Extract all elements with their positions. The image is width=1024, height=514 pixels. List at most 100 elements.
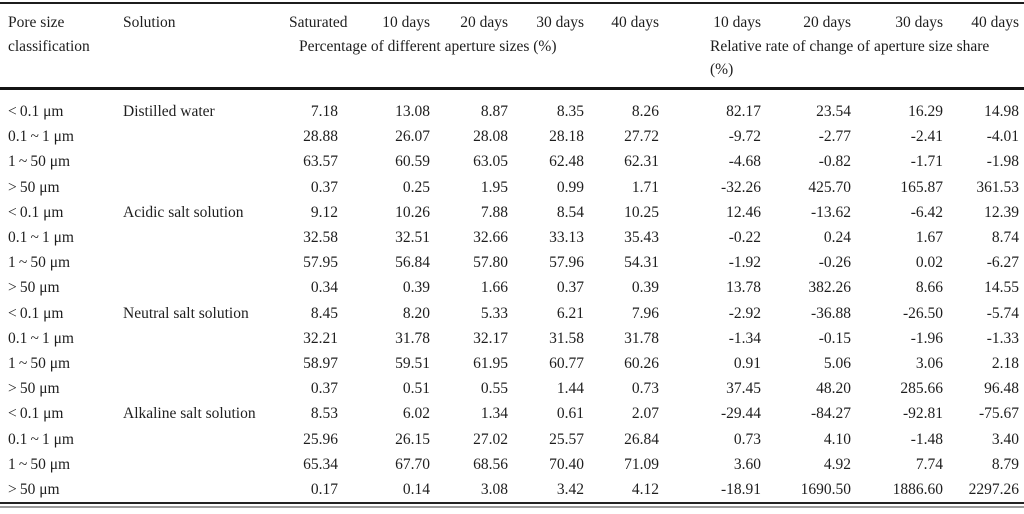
value-cell: 82.17 <box>726 103 761 120</box>
aperture-size-table: Pore size classification Solution Satura… <box>0 2 1024 504</box>
value-cell: 54.31 <box>624 254 659 272</box>
value-cell: 12.46 <box>726 203 761 221</box>
value-cell: 32.66 <box>473 229 508 247</box>
value-cell: 62.48 <box>549 153 584 171</box>
value-cell: 2297.26 <box>968 481 1019 499</box>
value-cell: 8.87 <box>480 103 508 120</box>
value-cell: 6.21 <box>556 304 584 322</box>
solution-cell <box>115 452 287 477</box>
value-cell: -1.92 <box>728 254 761 272</box>
header-pct-30-days: 30 days <box>536 14 584 31</box>
solution-cell <box>115 149 287 174</box>
value-cell: 4.10 <box>823 430 851 448</box>
pore-size-cell: < 0.1 μm <box>8 103 64 120</box>
value-cell: 70.40 <box>549 455 584 473</box>
value-cell: 32.17 <box>473 329 508 347</box>
value-cell: 61.95 <box>473 355 508 373</box>
value-cell: 3.06 <box>915 355 943 373</box>
value-cell: 8.20 <box>402 304 430 322</box>
value-cell: 27.72 <box>624 128 659 146</box>
table-header: Pore size classification Solution Satura… <box>0 3 1024 89</box>
value-cell: 57.95 <box>303 254 338 272</box>
value-cell: 0.37 <box>310 380 338 398</box>
value-cell: 12.39 <box>984 203 1019 221</box>
table-row: < 0.1 μm Acidic salt solution 9.12 10.26 7.8… <box>0 200 1024 225</box>
value-cell: 0.61 <box>556 405 584 423</box>
value-cell: 8.54 <box>556 203 584 221</box>
pore-size-cell: 0.1 ~ 1 μm <box>8 430 74 448</box>
solution-cell <box>115 275 287 300</box>
table-bottom-rule <box>0 506 1024 509</box>
table-row: 0.1 ~ 1 μm 28.88 26.07 28.08 28.18 27.72 -9.72… <box>0 124 1024 149</box>
value-cell: 59.51 <box>395 355 430 373</box>
value-cell: 8.45 <box>310 304 338 322</box>
pore-size-cell: < 0.1 μm <box>8 405 64 423</box>
value-cell: 4.92 <box>823 455 851 473</box>
value-cell: -2.77 <box>818 128 851 146</box>
value-cell: 23.54 <box>816 103 851 120</box>
value-cell: 7.96 <box>631 304 659 322</box>
header-saturated: Saturated <box>289 14 348 31</box>
value-cell: 65.34 <box>303 455 338 473</box>
value-cell: 31.58 <box>549 329 584 347</box>
value-cell: 3.40 <box>991 430 1019 448</box>
value-cell: 8.35 <box>556 103 584 120</box>
value-cell: 60.26 <box>624 355 659 373</box>
value-cell: -84.27 <box>810 405 851 423</box>
table-row: 0.1 ~ 1 μm 32.58 32.51 32.66 33.13 35.43 -0.22… <box>0 225 1024 250</box>
table-row: 0.1 ~ 1 μm 32.21 31.78 32.17 31.58 31.78 -1.34… <box>0 326 1024 351</box>
value-cell: 0.39 <box>402 279 430 297</box>
value-cell: 60.59 <box>395 153 430 171</box>
value-cell: 27.02 <box>473 430 508 448</box>
value-cell: -32.26 <box>720 178 761 196</box>
value-cell: 26.15 <box>395 430 430 448</box>
value-cell: -6.27 <box>986 254 1019 272</box>
value-cell: 32.51 <box>395 229 430 247</box>
value-cell: 0.37 <box>310 178 338 196</box>
value-cell: 60.77 <box>549 355 584 373</box>
value-cell: 8.74 <box>991 229 1019 247</box>
value-cell: 2.18 <box>991 355 1019 373</box>
value-cell: -1.98 <box>986 153 1019 171</box>
solution-cell <box>115 124 287 149</box>
header-row-groups: Percentage of different aperture sizes (… <box>0 35 1024 89</box>
header-rate-10-days: 10 days <box>713 14 761 31</box>
value-cell: 3.60 <box>733 455 761 473</box>
header-solution: Solution <box>123 14 176 31</box>
value-cell: 35.43 <box>624 229 659 247</box>
value-cell: 0.34 <box>310 279 338 297</box>
value-cell: -4.01 <box>986 128 1019 146</box>
value-cell: 0.73 <box>631 380 659 398</box>
value-cell: 8.79 <box>991 455 1019 473</box>
table-row: > 50 μm 0.17 0.14 3.08 3.42 4.12 -18.91 1690.50… <box>0 477 1024 503</box>
value-cell: 56.84 <box>395 254 430 272</box>
value-cell: 0.02 <box>915 254 943 272</box>
value-cell: 14.55 <box>984 279 1019 297</box>
value-cell: 361.53 <box>976 178 1019 196</box>
pore-size-cell: > 50 μm <box>8 178 60 196</box>
value-cell: 7.74 <box>915 455 943 473</box>
solution-cell <box>115 225 287 250</box>
value-cell: -36.88 <box>810 304 851 322</box>
table-row: > 50 μm 0.37 0.51 0.55 1.44 0.73 37.45 48.20 285… <box>0 376 1024 401</box>
value-cell: 6.02 <box>402 405 430 423</box>
value-cell: 57.80 <box>473 254 508 272</box>
value-cell: 5.06 <box>823 355 851 373</box>
value-cell: 14.98 <box>984 103 1019 120</box>
value-cell: -13.62 <box>810 203 851 221</box>
value-cell: -2.41 <box>910 128 943 146</box>
value-cell: 3.08 <box>480 481 508 499</box>
value-cell: -26.50 <box>902 304 943 322</box>
table-row: > 50 μm 0.34 0.39 1.66 0.37 0.39 13.78 382.26 8.… <box>0 275 1024 300</box>
value-cell: -0.82 <box>818 153 851 171</box>
solution-cell <box>115 376 287 401</box>
value-cell: 10.25 <box>624 203 659 221</box>
solution-cell <box>115 326 287 351</box>
value-cell: 28.08 <box>473 128 508 146</box>
value-cell: 8.26 <box>631 103 659 120</box>
value-cell: 31.78 <box>395 329 430 347</box>
header-group-percentage: Percentage of different aperture sizes (… <box>299 38 557 55</box>
value-cell: 0.17 <box>310 481 338 499</box>
header-pct-20-days: 20 days <box>460 14 508 31</box>
header-pct-40-days: 40 days <box>611 14 659 31</box>
